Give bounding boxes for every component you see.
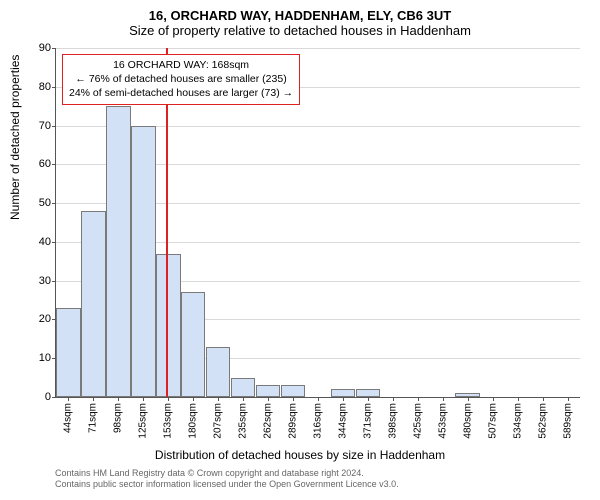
histogram-bar [131,126,155,397]
annotation-line3: 24% of semi-detached houses are larger (… [69,86,293,100]
ytick-mark [52,87,56,88]
title-sub: Size of property relative to detached ho… [0,23,600,42]
ytick-mark [52,242,56,243]
xtick-label: 316sqm [313,403,324,439]
title-main: 16, ORCHARD WAY, HADDENHAM, ELY, CB6 3UT [0,0,600,23]
ytick-mark [52,126,56,127]
ytick-mark [52,48,56,49]
xtick-label: 207sqm [213,403,224,439]
ytick-label: 80 [26,81,51,93]
ytick-label: 40 [26,236,51,248]
xtick-mark [368,397,369,401]
credit-line-2: Contains public sector information licen… [55,479,399,490]
xtick-mark [393,397,394,401]
xtick-mark [443,397,444,401]
histogram-bar [106,106,130,397]
xtick-label: 44sqm [63,403,74,433]
xtick-mark [68,397,69,401]
xtick-mark [543,397,544,401]
histogram-bar [56,308,80,397]
xtick-mark [568,397,569,401]
histogram-bar [331,389,355,397]
annotation-line2: ← 76% of detached houses are smaller (23… [69,72,293,86]
xtick-label: 153sqm [163,403,174,439]
xtick-mark [93,397,94,401]
histogram-bar [206,347,230,397]
xtick-mark [318,397,319,401]
ytick-label: 30 [26,275,51,287]
xtick-mark [243,397,244,401]
annotation-line1: 16 ORCHARD WAY: 168sqm [69,58,293,72]
xtick-label: 180sqm [188,403,199,439]
xtick-label: 480sqm [462,403,473,439]
xtick-label: 534sqm [512,403,523,439]
histogram-bar [281,385,305,397]
xtick-label: 344sqm [337,403,348,439]
y-axis-label: Number of detached properties [8,55,22,220]
histogram-bar [256,385,280,397]
xtick-mark [193,397,194,401]
xtick-label: 398sqm [387,403,398,439]
xtick-label: 589sqm [562,403,573,439]
ytick-mark [52,281,56,282]
xtick-mark [468,397,469,401]
xtick-label: 125sqm [138,403,149,439]
ytick-label: 20 [26,313,51,325]
xtick-label: 98sqm [113,403,124,433]
xtick-mark [118,397,119,401]
annotation-box: 16 ORCHARD WAY: 168sqm ← 76% of detached… [62,54,300,105]
xtick-mark [168,397,169,401]
xtick-mark [493,397,494,401]
xtick-mark [218,397,219,401]
ytick-mark [52,203,56,204]
ytick-label: 90 [26,42,51,54]
xtick-label: 289sqm [288,403,299,439]
xtick-mark [293,397,294,401]
xtick-label: 71sqm [88,403,99,433]
xtick-mark [343,397,344,401]
xtick-label: 371sqm [362,403,373,439]
xtick-mark [268,397,269,401]
plot-area: 010203040506070809044sqm71sqm98sqm125sqm… [55,48,580,398]
ytick-label: 0 [26,391,51,403]
histogram-bar [156,254,180,397]
ytick-label: 10 [26,352,51,364]
histogram-bar [356,389,380,397]
ytick-mark [52,397,56,398]
xtick-label: 235sqm [238,403,249,439]
ytick-label: 60 [26,158,51,170]
x-axis-label: Distribution of detached houses by size … [0,448,600,462]
xtick-mark [518,397,519,401]
ytick-label: 70 [26,120,51,132]
gridline [56,48,580,49]
xtick-label: 425sqm [412,403,423,439]
ytick-mark [52,164,56,165]
xtick-label: 262sqm [263,403,274,439]
credits: Contains HM Land Registry data © Crown c… [55,468,399,491]
histogram-bar [181,292,205,397]
histogram-bar [231,378,255,397]
xtick-label: 507sqm [487,403,498,439]
xtick-mark [418,397,419,401]
ytick-label: 50 [26,197,51,209]
xtick-label: 453sqm [437,403,448,439]
chart-container: 16, ORCHARD WAY, HADDENHAM, ELY, CB6 3UT… [0,0,600,500]
histogram-bar [81,211,105,397]
credit-line-1: Contains HM Land Registry data © Crown c… [55,468,399,479]
xtick-mark [143,397,144,401]
xtick-label: 562sqm [537,403,548,439]
